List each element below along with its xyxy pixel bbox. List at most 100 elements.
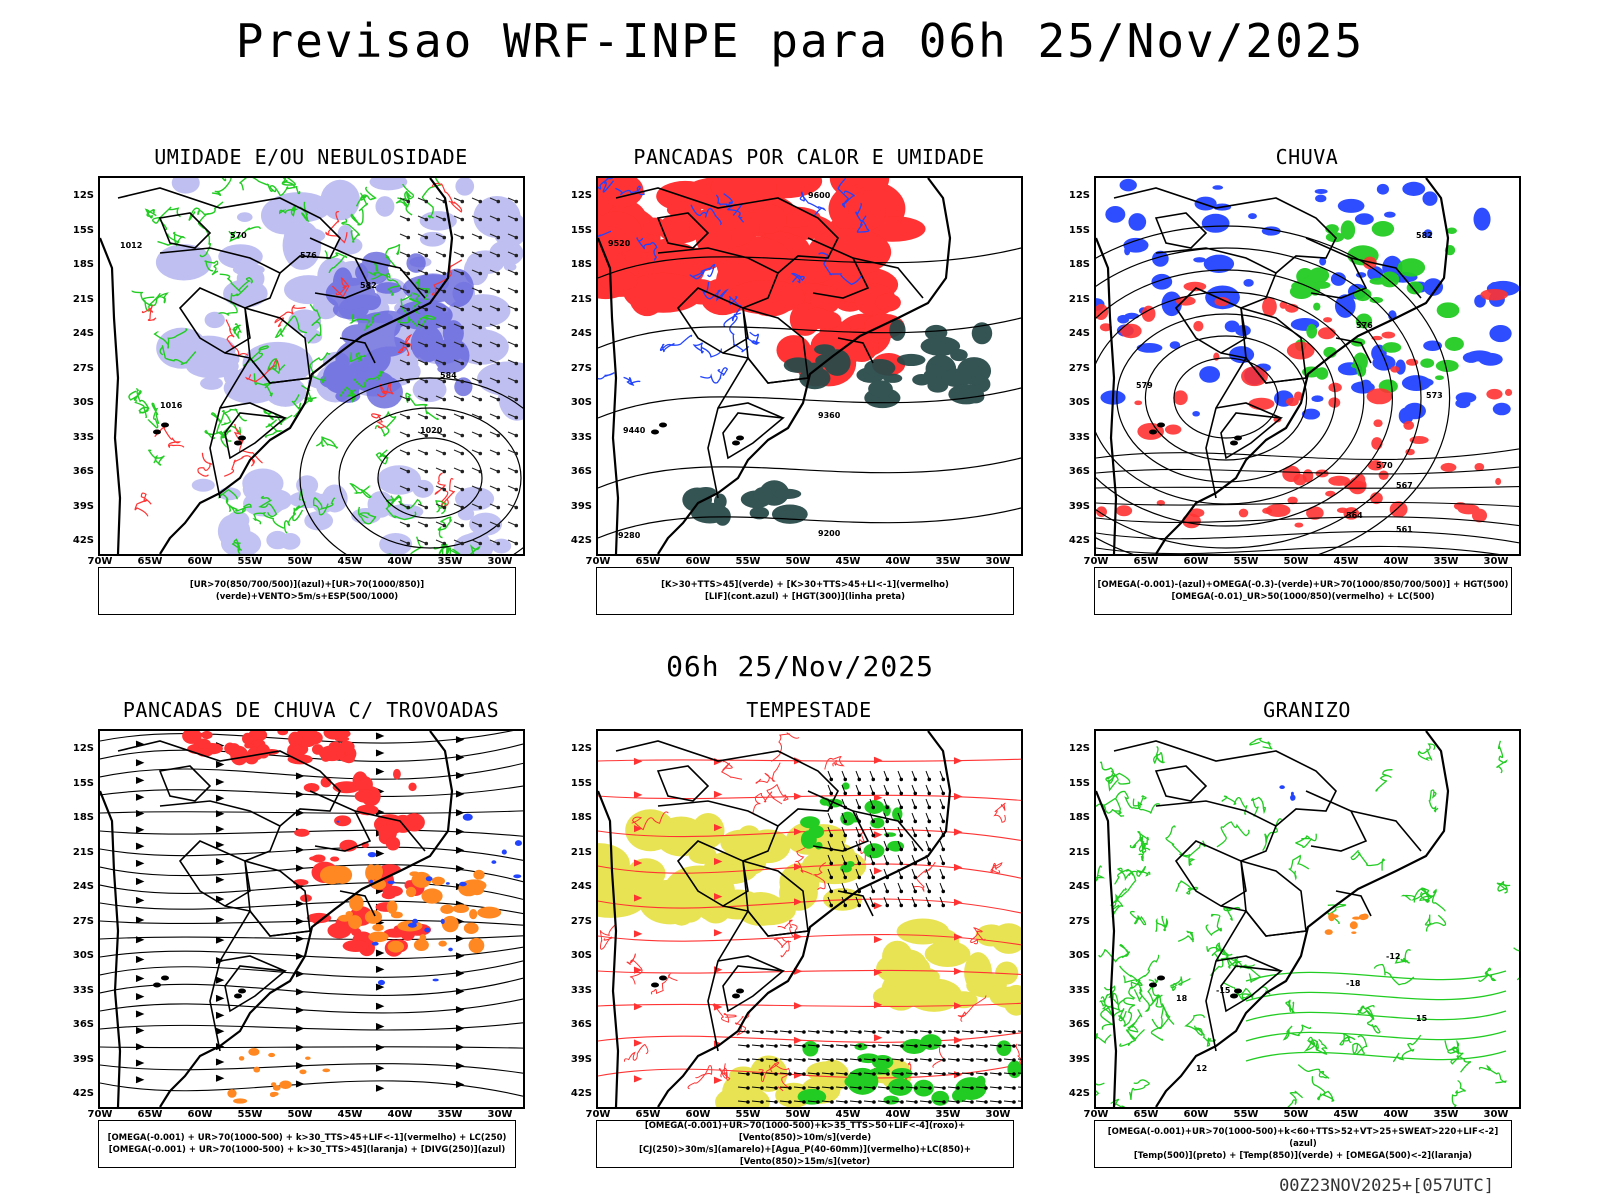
wind-vector-head	[816, 1100, 820, 1104]
wind-vector-head	[514, 379, 519, 384]
strong-wind-area	[841, 782, 850, 790]
lat-tick-label: 24S	[72, 328, 94, 339]
temperature-850-contour	[1129, 835, 1146, 849]
wind-vector-head	[830, 1086, 834, 1090]
lake	[736, 988, 744, 994]
convective-area	[238, 1056, 245, 1061]
wind-vector-head	[857, 777, 862, 782]
precipitable-water-contour	[824, 756, 845, 770]
isobar	[377, 437, 483, 519]
wind-vector-head	[514, 487, 519, 492]
panel-storm: TEMPESTADE [OMEGA(-0.001)+UR>70(1000-500…	[544, 698, 1044, 1178]
instability-area-weak	[868, 380, 893, 398]
humid-ascent-area	[1287, 496, 1298, 505]
instability-area	[643, 217, 667, 236]
jet-stream-area	[722, 1072, 762, 1107]
wind-vector-head	[424, 253, 429, 258]
ascent-area	[1105, 206, 1126, 223]
wind-vector-head	[899, 847, 904, 852]
wind-vector-head	[913, 889, 918, 894]
temperature-850-contour	[1102, 798, 1123, 815]
humidity-blob-south	[226, 510, 250, 530]
low-level-humidity-contour	[350, 192, 369, 226]
wind-vector-head	[406, 487, 411, 492]
streamline-arrow	[295, 1043, 305, 1051]
wind-vector-head	[424, 307, 429, 312]
contour-value-label: 582	[1416, 231, 1433, 240]
wind-vector-head	[788, 1072, 792, 1076]
wind-vector-head	[914, 1086, 918, 1090]
panel-title: GRANIZO	[1263, 698, 1351, 722]
precipitable-water-contour	[812, 862, 827, 891]
strong-ascent-area	[1352, 916, 1361, 920]
streamline-arrow	[873, 867, 883, 875]
wind-vector-head	[844, 1030, 848, 1034]
lifted-index-contour	[623, 376, 641, 386]
wind-vector-head	[774, 1058, 778, 1062]
contour-value-label: 584	[440, 371, 457, 380]
humidity-blob-south	[262, 489, 293, 511]
lat-tick-label: 18S	[1068, 812, 1090, 823]
political-border	[657, 800, 780, 862]
divergence-area	[424, 927, 431, 933]
precipitable-water-contour	[631, 811, 669, 831]
political-border	[1245, 357, 1309, 384]
political-border	[807, 790, 870, 852]
streamline-arrow	[375, 850, 385, 858]
political-border	[159, 247, 282, 309]
instability-area	[598, 211, 642, 254]
streamline-arrow	[455, 736, 465, 744]
lat-tick-label: 42S	[72, 535, 94, 546]
temperature-850-contour	[1496, 880, 1511, 894]
borders-group	[117, 187, 426, 499]
lon-tick-label: 65W	[1133, 556, 1159, 567]
convective-area	[253, 1066, 261, 1073]
wind-vector-head	[478, 343, 483, 348]
convective-area	[419, 934, 427, 942]
political-border	[1220, 412, 1283, 460]
contour-value-label: 573	[1426, 391, 1443, 400]
streamline-arrow	[135, 859, 145, 867]
wind-vector-head	[885, 791, 890, 796]
wind-vector-head	[942, 1086, 946, 1090]
lake	[153, 429, 161, 435]
lat-tick-label: 24S	[570, 328, 592, 339]
streamline	[1096, 448, 1519, 461]
strong-ascent-area	[1434, 375, 1444, 381]
wind-vector-head	[844, 1058, 848, 1062]
geopotential-contour	[1096, 225, 1451, 554]
humidity-blob-deep	[357, 312, 401, 342]
lon-tick-label: 65W	[137, 1109, 163, 1120]
streamline-arrow	[135, 776, 145, 784]
wind-vector-head	[496, 361, 501, 366]
lifted-index-contour	[837, 178, 855, 208]
ascent-area	[1455, 392, 1477, 403]
wind-vector-head	[478, 307, 483, 312]
humidity-blob-midlevel	[375, 196, 395, 217]
low-level-humidity-contour	[243, 345, 269, 367]
contour-value-label: 570	[230, 231, 247, 240]
political-border	[1350, 257, 1422, 299]
wind-vector-head	[496, 199, 501, 204]
wind-vector-head	[927, 777, 932, 782]
temperature-850-contour	[1211, 949, 1243, 969]
strong-ascent-area	[1324, 929, 1333, 935]
ascent-area	[1314, 188, 1328, 194]
streamline-arrow	[633, 791, 643, 799]
humid-ascent-area	[1403, 420, 1415, 430]
streamline-arrow	[215, 1058, 225, 1066]
political-border	[747, 357, 811, 384]
instability-area	[810, 285, 841, 314]
streamline-arrow	[295, 952, 305, 960]
wind-vector-head	[899, 791, 904, 796]
political-border	[224, 965, 287, 1013]
contour-value-label: 15	[1416, 1014, 1428, 1023]
lat-tick-label: 33S	[1068, 984, 1090, 996]
streamline-arrow	[455, 828, 465, 836]
humidity-blob-south-group	[191, 465, 512, 554]
streamline-arrow	[295, 1080, 305, 1088]
political-border	[1154, 212, 1208, 249]
thickness-contour	[441, 477, 455, 509]
lake	[1149, 429, 1157, 435]
jet-stream-area	[691, 812, 725, 849]
